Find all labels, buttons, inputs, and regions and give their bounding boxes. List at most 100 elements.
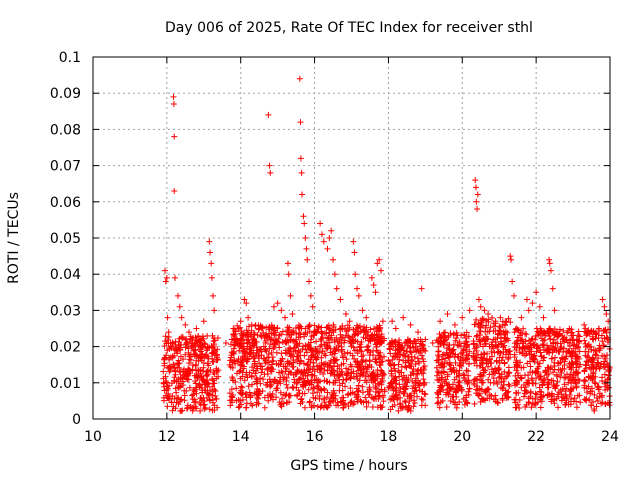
data-point <box>347 350 354 357</box>
data-point <box>446 353 453 360</box>
data-point <box>306 399 313 406</box>
data-point <box>294 342 301 349</box>
data-point <box>275 369 282 376</box>
data-point <box>209 375 216 382</box>
data-point <box>230 349 237 356</box>
data-point <box>320 370 327 377</box>
data-point <box>301 220 308 227</box>
data-point <box>330 256 337 263</box>
data-point <box>390 387 397 394</box>
data-point <box>505 369 512 376</box>
data-point <box>599 399 606 406</box>
data-point <box>442 329 449 336</box>
data-point <box>251 330 258 337</box>
data-point <box>214 356 221 363</box>
data-point <box>411 354 418 361</box>
data-point <box>437 382 444 389</box>
data-point <box>299 381 306 388</box>
data-point <box>164 314 171 321</box>
data-point <box>340 394 347 401</box>
data-point <box>585 327 592 334</box>
data-point <box>598 332 605 339</box>
data-point <box>392 325 399 332</box>
data-point <box>525 348 532 355</box>
data-point <box>308 379 315 386</box>
data-point <box>448 368 455 375</box>
data-point <box>401 398 408 405</box>
data-point <box>271 324 278 331</box>
data-point <box>209 377 216 384</box>
data-point <box>392 380 399 387</box>
data-point <box>347 374 354 381</box>
data-point <box>208 274 215 281</box>
data-point <box>272 332 279 339</box>
data-point <box>204 381 211 388</box>
data-point <box>486 355 493 362</box>
data-point <box>461 332 468 339</box>
data-point <box>463 339 470 346</box>
data-point <box>236 368 243 375</box>
data-point <box>388 379 395 386</box>
data-point <box>478 395 485 402</box>
data-point <box>599 296 606 303</box>
data-point <box>240 365 247 372</box>
data-point <box>481 397 488 404</box>
data-point <box>311 372 318 379</box>
data-point <box>307 339 314 346</box>
data-point <box>235 404 242 411</box>
data-point <box>211 371 218 378</box>
data-point <box>163 274 170 281</box>
data-point <box>264 379 271 386</box>
data-point <box>552 385 559 392</box>
data-point <box>226 390 233 397</box>
data-point <box>522 338 529 345</box>
data-point <box>583 397 590 404</box>
data-point <box>227 341 234 348</box>
data-point <box>267 169 274 176</box>
data-point <box>508 256 515 263</box>
data-point <box>567 350 574 357</box>
data-point <box>353 394 360 401</box>
data-point <box>192 347 199 354</box>
data-point <box>337 331 344 338</box>
data-point <box>228 386 235 393</box>
data-point <box>173 399 180 406</box>
data-point <box>171 274 178 281</box>
data-point <box>184 405 191 412</box>
data-point <box>305 386 312 393</box>
data-point <box>375 336 382 343</box>
data-point <box>570 345 577 352</box>
data-point <box>340 360 347 367</box>
data-point <box>485 311 492 318</box>
data-point <box>474 191 481 198</box>
data-point <box>505 354 512 361</box>
data-point <box>212 388 219 395</box>
data-point <box>209 355 216 362</box>
data-point <box>213 351 220 358</box>
data-point <box>543 371 550 378</box>
data-point <box>581 321 588 328</box>
data-point <box>601 303 608 310</box>
data-point <box>390 396 397 403</box>
data-point <box>302 325 309 332</box>
data-point <box>528 336 535 343</box>
data-point <box>350 337 357 344</box>
data-point <box>592 380 599 387</box>
data-point <box>293 336 300 343</box>
data-point <box>307 356 314 363</box>
data-point <box>558 355 565 362</box>
data-point <box>350 238 357 245</box>
data-point <box>271 377 278 384</box>
data-point <box>378 339 385 346</box>
data-point <box>391 377 398 384</box>
data-point <box>187 353 194 360</box>
data-point <box>203 347 210 354</box>
data-point <box>420 358 427 365</box>
data-point <box>205 391 212 398</box>
data-point <box>584 358 591 365</box>
data-point <box>308 402 315 409</box>
data-point <box>257 332 264 339</box>
data-point <box>400 314 407 321</box>
data-point <box>544 384 551 391</box>
data-point <box>309 303 316 310</box>
